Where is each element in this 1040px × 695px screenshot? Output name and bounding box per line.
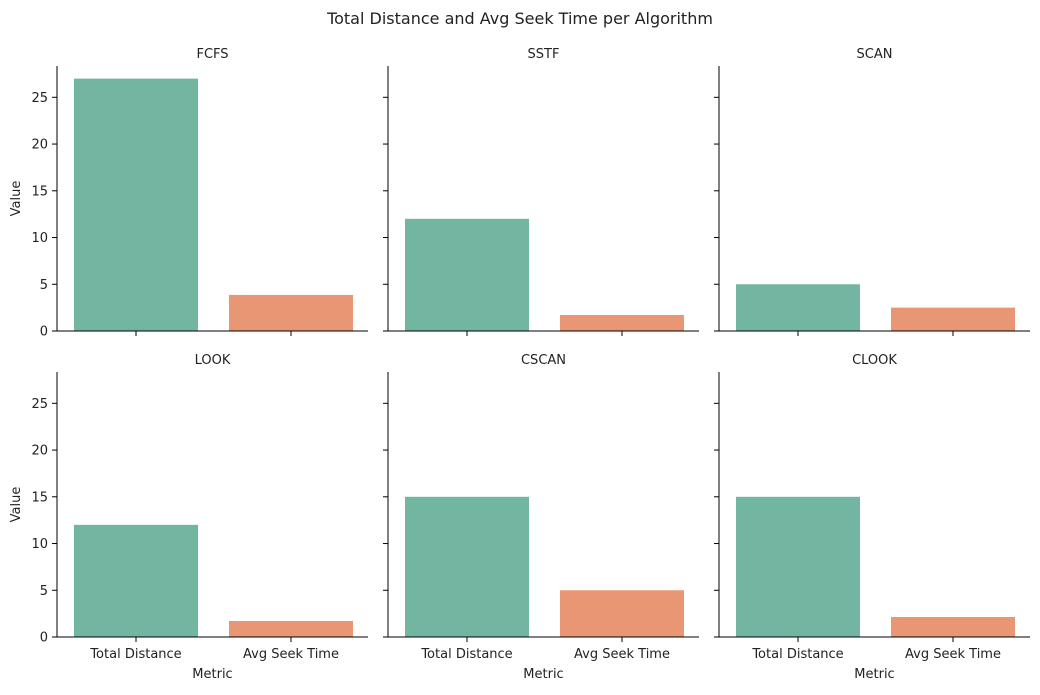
- panel-title-cscan: CSCAN: [521, 353, 566, 368]
- y-tick-label: 10: [31, 537, 48, 552]
- panel-title-sstf: SSTF: [528, 47, 560, 62]
- bar-look-avg-seek-time: [229, 621, 353, 637]
- x-axis-label: Metric: [854, 667, 894, 682]
- x-tick-label: Total Distance: [751, 647, 843, 662]
- y-tick-label: 20: [31, 444, 48, 459]
- panel-title-clook: CLOOK: [852, 353, 897, 368]
- chart-title: Total Distance and Avg Seek Time per Alg…: [326, 9, 713, 28]
- bar-look-total-distance: [74, 524, 198, 637]
- panel-title-look: LOOK: [195, 353, 231, 368]
- bar-cscan-avg-seek-time: [560, 590, 684, 637]
- bar-sstf-total-distance: [405, 218, 529, 331]
- panel-title-scan: SCAN: [857, 47, 893, 62]
- y-axis-label: Value: [9, 487, 24, 523]
- x-axis-label: Metric: [523, 667, 563, 682]
- x-tick-label: Total Distance: [420, 647, 512, 662]
- panel-title-fcfs: FCFS: [196, 47, 228, 62]
- y-tick-label: 0: [40, 631, 48, 646]
- bar-clook-avg-seek-time: [891, 616, 1015, 637]
- bar-clook-total-distance: [736, 496, 860, 637]
- y-tick-label: 25: [31, 397, 48, 412]
- y-tick-label: 15: [31, 490, 48, 505]
- y-tick-label: 5: [40, 584, 48, 599]
- y-tick-label: 10: [31, 231, 48, 246]
- bar-scan-avg-seek-time: [891, 307, 1015, 331]
- bar-fcfs-total-distance: [74, 78, 198, 331]
- y-tick-label: 0: [40, 325, 48, 340]
- x-tick-label: Total Distance: [89, 647, 181, 662]
- bar-cscan-total-distance: [405, 496, 529, 637]
- y-axis-label: Value: [9, 181, 24, 217]
- x-tick-label: Avg Seek Time: [905, 647, 1001, 662]
- y-tick-label: 20: [31, 138, 48, 153]
- y-tick-label: 5: [40, 278, 48, 293]
- y-tick-label: 15: [31, 184, 48, 199]
- bar-fcfs-avg-seek-time: [229, 294, 353, 331]
- bar-scan-total-distance: [736, 284, 860, 331]
- y-tick-label: 25: [31, 91, 48, 106]
- x-tick-label: Avg Seek Time: [243, 647, 339, 662]
- x-axis-label: Metric: [192, 667, 232, 682]
- x-tick-label: Avg Seek Time: [574, 647, 670, 662]
- bar-sstf-avg-seek-time: [560, 315, 684, 331]
